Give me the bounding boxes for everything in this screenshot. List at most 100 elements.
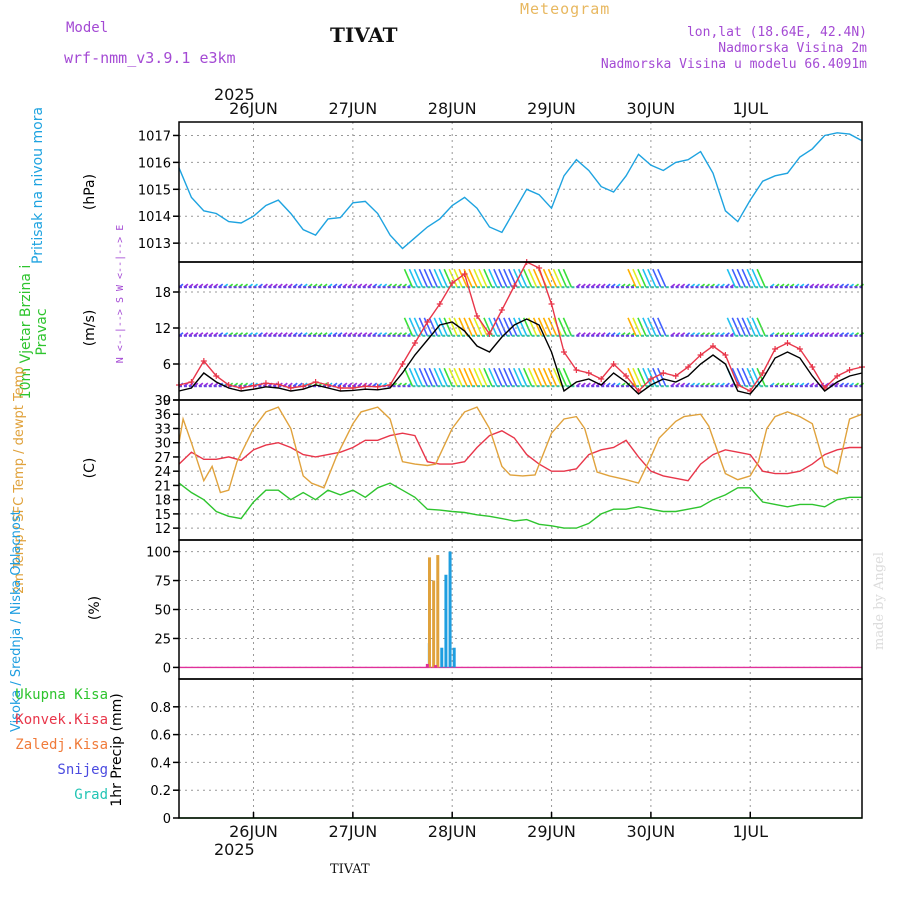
gust-marker bbox=[287, 385, 294, 391]
gust-marker bbox=[560, 349, 567, 355]
y-tick-label: 1014 bbox=[138, 210, 171, 225]
wind-barb bbox=[403, 367, 414, 387]
cloud-bar bbox=[434, 665, 438, 668]
y-tick-label: 0.8 bbox=[150, 701, 171, 716]
wind-barb bbox=[448, 367, 458, 387]
y-tick-label: 0.6 bbox=[150, 729, 171, 744]
date-label: 29JUN bbox=[527, 822, 576, 841]
wind-barb bbox=[542, 317, 553, 337]
wind-barb bbox=[657, 367, 667, 387]
wind-barb bbox=[537, 317, 548, 337]
gust-marker bbox=[709, 343, 716, 349]
wind-barb bbox=[547, 317, 558, 337]
wind-barb bbox=[736, 367, 747, 387]
gust-marker bbox=[188, 379, 195, 385]
wind-barb bbox=[428, 268, 439, 288]
legend-konvek-kisa: Konvek.Kisa bbox=[15, 712, 108, 728]
wind-barb bbox=[413, 367, 424, 387]
wind-barb bbox=[463, 367, 473, 387]
gust-marker bbox=[573, 367, 580, 373]
wind-barb bbox=[448, 317, 458, 337]
wind-barb bbox=[637, 317, 647, 337]
gust-marker bbox=[598, 376, 605, 382]
wind-barb bbox=[751, 268, 761, 288]
legend-zaledj-kisa: Zaledj.Kisa bbox=[15, 737, 108, 753]
wind-barb bbox=[508, 367, 518, 387]
cloud-bar bbox=[436, 555, 440, 668]
wind-barb bbox=[527, 268, 538, 288]
wind-barb bbox=[408, 317, 419, 337]
gust-marker bbox=[511, 283, 518, 289]
wind-barb bbox=[726, 268, 737, 288]
wind-barb bbox=[527, 367, 538, 387]
wind-barb bbox=[463, 317, 473, 337]
y-tick-label: 12 bbox=[154, 322, 171, 337]
wind-barb bbox=[637, 367, 647, 387]
wind-barb bbox=[503, 268, 513, 288]
wind-barb bbox=[483, 268, 493, 288]
y-tick-label: 15 bbox=[154, 508, 171, 523]
gust-marker bbox=[300, 383, 307, 390]
wind-barb bbox=[448, 268, 458, 288]
wind-barb bbox=[542, 268, 553, 288]
series-line-pritisak-na-nivou-mora bbox=[178, 132, 863, 250]
wind-barb bbox=[532, 367, 543, 387]
wind-barb bbox=[657, 268, 667, 288]
wind-barb bbox=[418, 367, 429, 387]
cloud-bar bbox=[428, 557, 432, 668]
gust-marker bbox=[449, 280, 456, 286]
wind-barb bbox=[547, 268, 558, 288]
y-tick-label: 27 bbox=[154, 451, 171, 466]
gust-marker bbox=[374, 383, 381, 390]
wind-barb bbox=[468, 317, 478, 337]
model-label: Model bbox=[66, 20, 109, 36]
series-line-dewpt-temp bbox=[178, 482, 862, 529]
station-title: TIVAT bbox=[330, 23, 398, 47]
gust-marker bbox=[474, 313, 481, 319]
wind-barb bbox=[756, 317, 766, 337]
y-tick-label: 18 bbox=[154, 286, 171, 301]
y-tick-label: 30 bbox=[154, 437, 171, 452]
wind-barb bbox=[423, 317, 434, 337]
y-tick-label: 25 bbox=[154, 632, 171, 647]
wind-barb bbox=[741, 317, 751, 337]
product-title: Meteogram bbox=[520, 0, 611, 18]
date-label: 28JUN bbox=[427, 99, 477, 118]
gust-marker bbox=[623, 373, 630, 379]
y-tick-label: 0 bbox=[163, 661, 171, 676]
gust-marker bbox=[734, 382, 741, 388]
top-year: 2025 bbox=[214, 85, 255, 104]
wind-barb bbox=[488, 268, 498, 288]
wind-barb bbox=[547, 367, 558, 387]
wind-barb bbox=[513, 317, 523, 337]
y-tick-label: 6 bbox=[163, 358, 171, 373]
wind-barb bbox=[562, 367, 573, 387]
y-tick-label: 24 bbox=[154, 465, 171, 480]
wind-barb bbox=[746, 317, 756, 337]
wind-barb bbox=[642, 268, 652, 288]
gust-marker bbox=[672, 373, 679, 379]
wind-barb bbox=[751, 317, 761, 337]
wind-barb bbox=[642, 367, 652, 387]
date-label: 30JUN bbox=[626, 822, 676, 841]
gust-marker bbox=[250, 382, 257, 389]
panel-frame bbox=[178, 399, 863, 541]
wind-barb bbox=[562, 268, 573, 288]
wind-barb bbox=[642, 317, 652, 337]
model-elevation-label: Nadmorska Visina u modelu 66.4091m bbox=[600, 57, 867, 72]
wind-barb bbox=[557, 367, 568, 387]
y-tick-label: 1016 bbox=[138, 156, 171, 171]
y-tick-label: 0.4 bbox=[150, 756, 171, 771]
wind-barb bbox=[731, 268, 742, 288]
series-line-brzina bbox=[178, 318, 863, 395]
wind-barb bbox=[741, 268, 751, 288]
series-line-sfc-temp bbox=[178, 406, 863, 494]
elevation-label: Nadmorska Visina 2m bbox=[718, 41, 867, 56]
wind-barb bbox=[632, 317, 642, 337]
wind-barb bbox=[517, 367, 528, 387]
gust-marker bbox=[796, 346, 803, 352]
wind-barb bbox=[503, 317, 513, 337]
wind-barb bbox=[522, 268, 533, 288]
gust-marker bbox=[312, 379, 319, 385]
y-tick-label: 36 bbox=[154, 408, 171, 423]
